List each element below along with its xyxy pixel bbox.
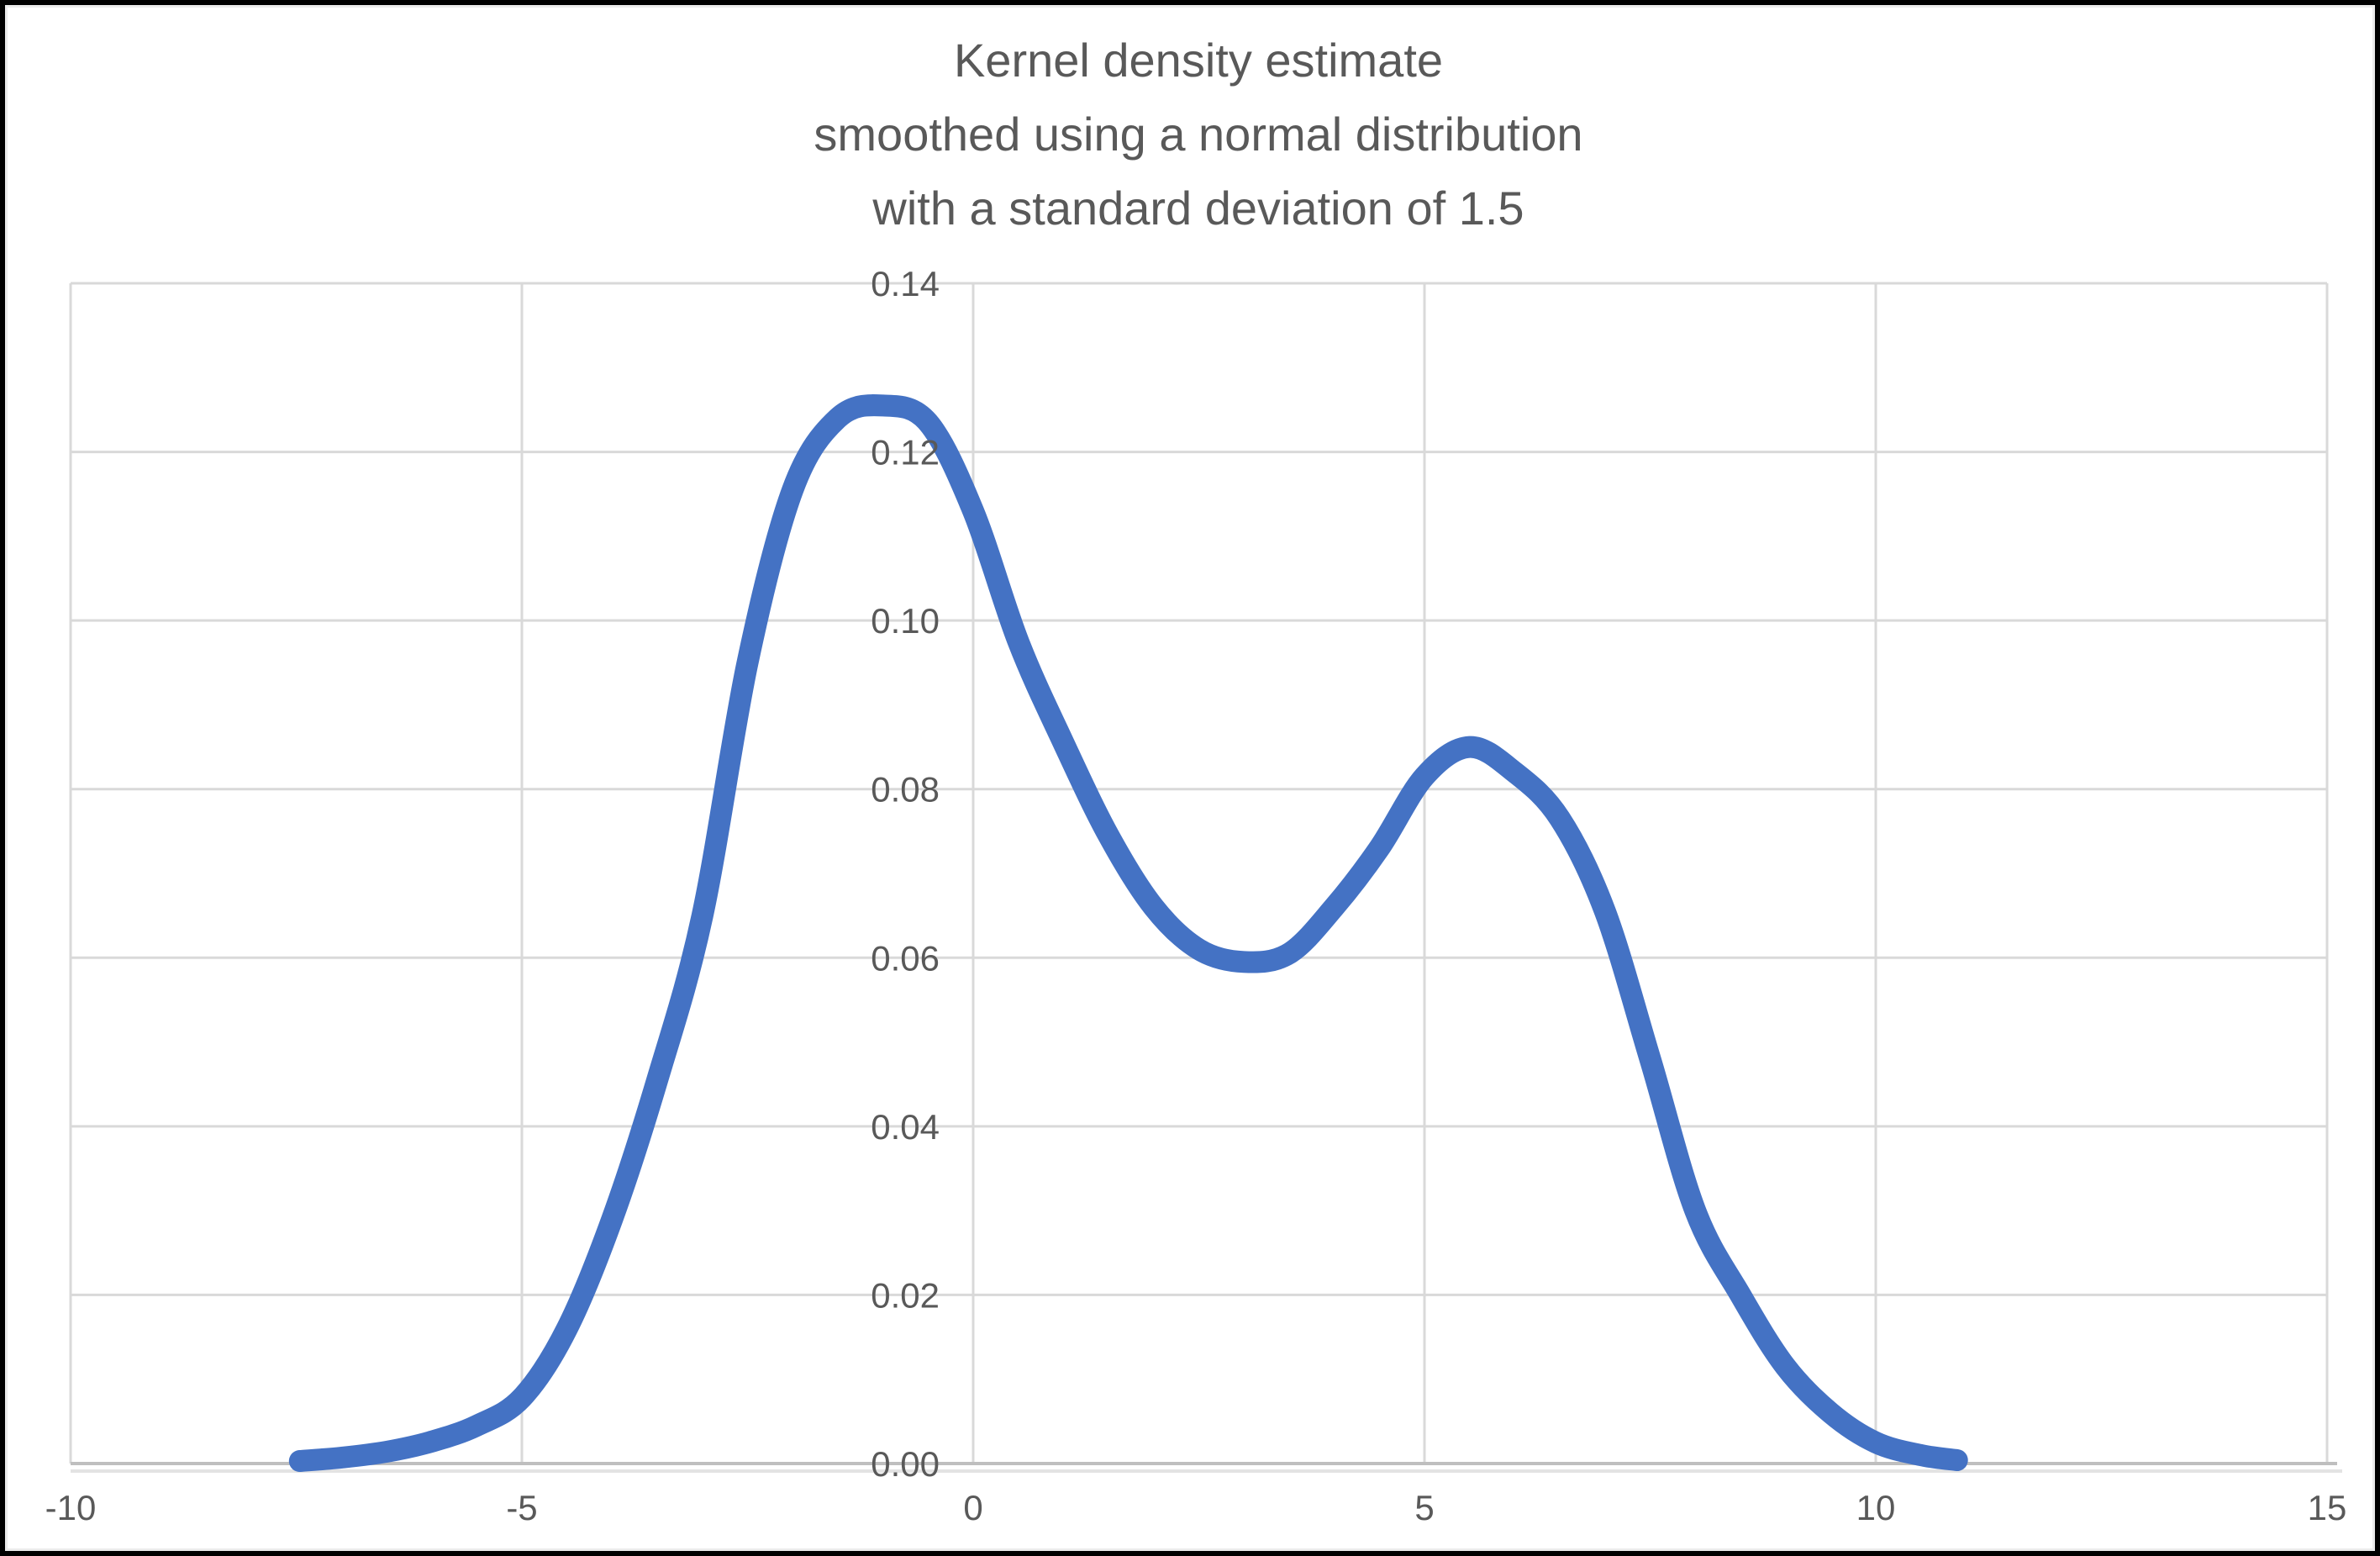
axis-lines (71, 1462, 2342, 1473)
x-axis-tick-label-15: 15 (2308, 1488, 2347, 1527)
gridlines (69, 282, 2329, 1465)
y-axis-tick-label-0.14: 0.14 (871, 264, 940, 303)
chart-title: Kernel density estimate smoothed using a… (358, 24, 2039, 245)
y-axis-tick-label-0.04: 0.04 (871, 1107, 940, 1147)
x-axis-tick-label--5: -5 (506, 1488, 537, 1527)
chart-title-line-2: smoothed using a normal distribution (814, 108, 1583, 161)
y-axis-tick-label-0.06: 0.06 (871, 938, 940, 978)
y-axis-tick-label-0.00: 0.00 (871, 1444, 940, 1484)
series-group (288, 394, 1968, 1472)
x-axis-tick-label-0: 0 (963, 1488, 982, 1527)
y-axis-tick-label-0.12: 0.12 (871, 433, 940, 472)
x-axis-tick-label--10: -10 (45, 1488, 97, 1527)
x-axis-tick-label-5: 5 (1414, 1488, 1434, 1527)
axis-labels: 0.00 0.02 0.04 0.06 0.08 0.10 0.12 0.14 -10 -5 0 5 1… (45, 264, 2347, 1527)
y-axis-tick-label-0.02: 0.02 (871, 1275, 940, 1315)
chart-title-line-3: with a standard deviation of 1.5 (872, 182, 1524, 235)
kde-chart: 0.00 0.02 0.04 0.06 0.08 0.10 0.12 0.14 -10 -5 0 5 1… (45, 264, 2347, 1527)
y-axis-tick-label-0.08: 0.08 (871, 770, 940, 810)
x-axis-tick-label-10: 10 (1856, 1488, 1896, 1527)
kde-curve (288, 394, 1968, 1472)
chart-title-line-1: Kernel density estimate (953, 34, 1444, 87)
y-axis-tick-label-0.10: 0.10 (871, 601, 940, 641)
